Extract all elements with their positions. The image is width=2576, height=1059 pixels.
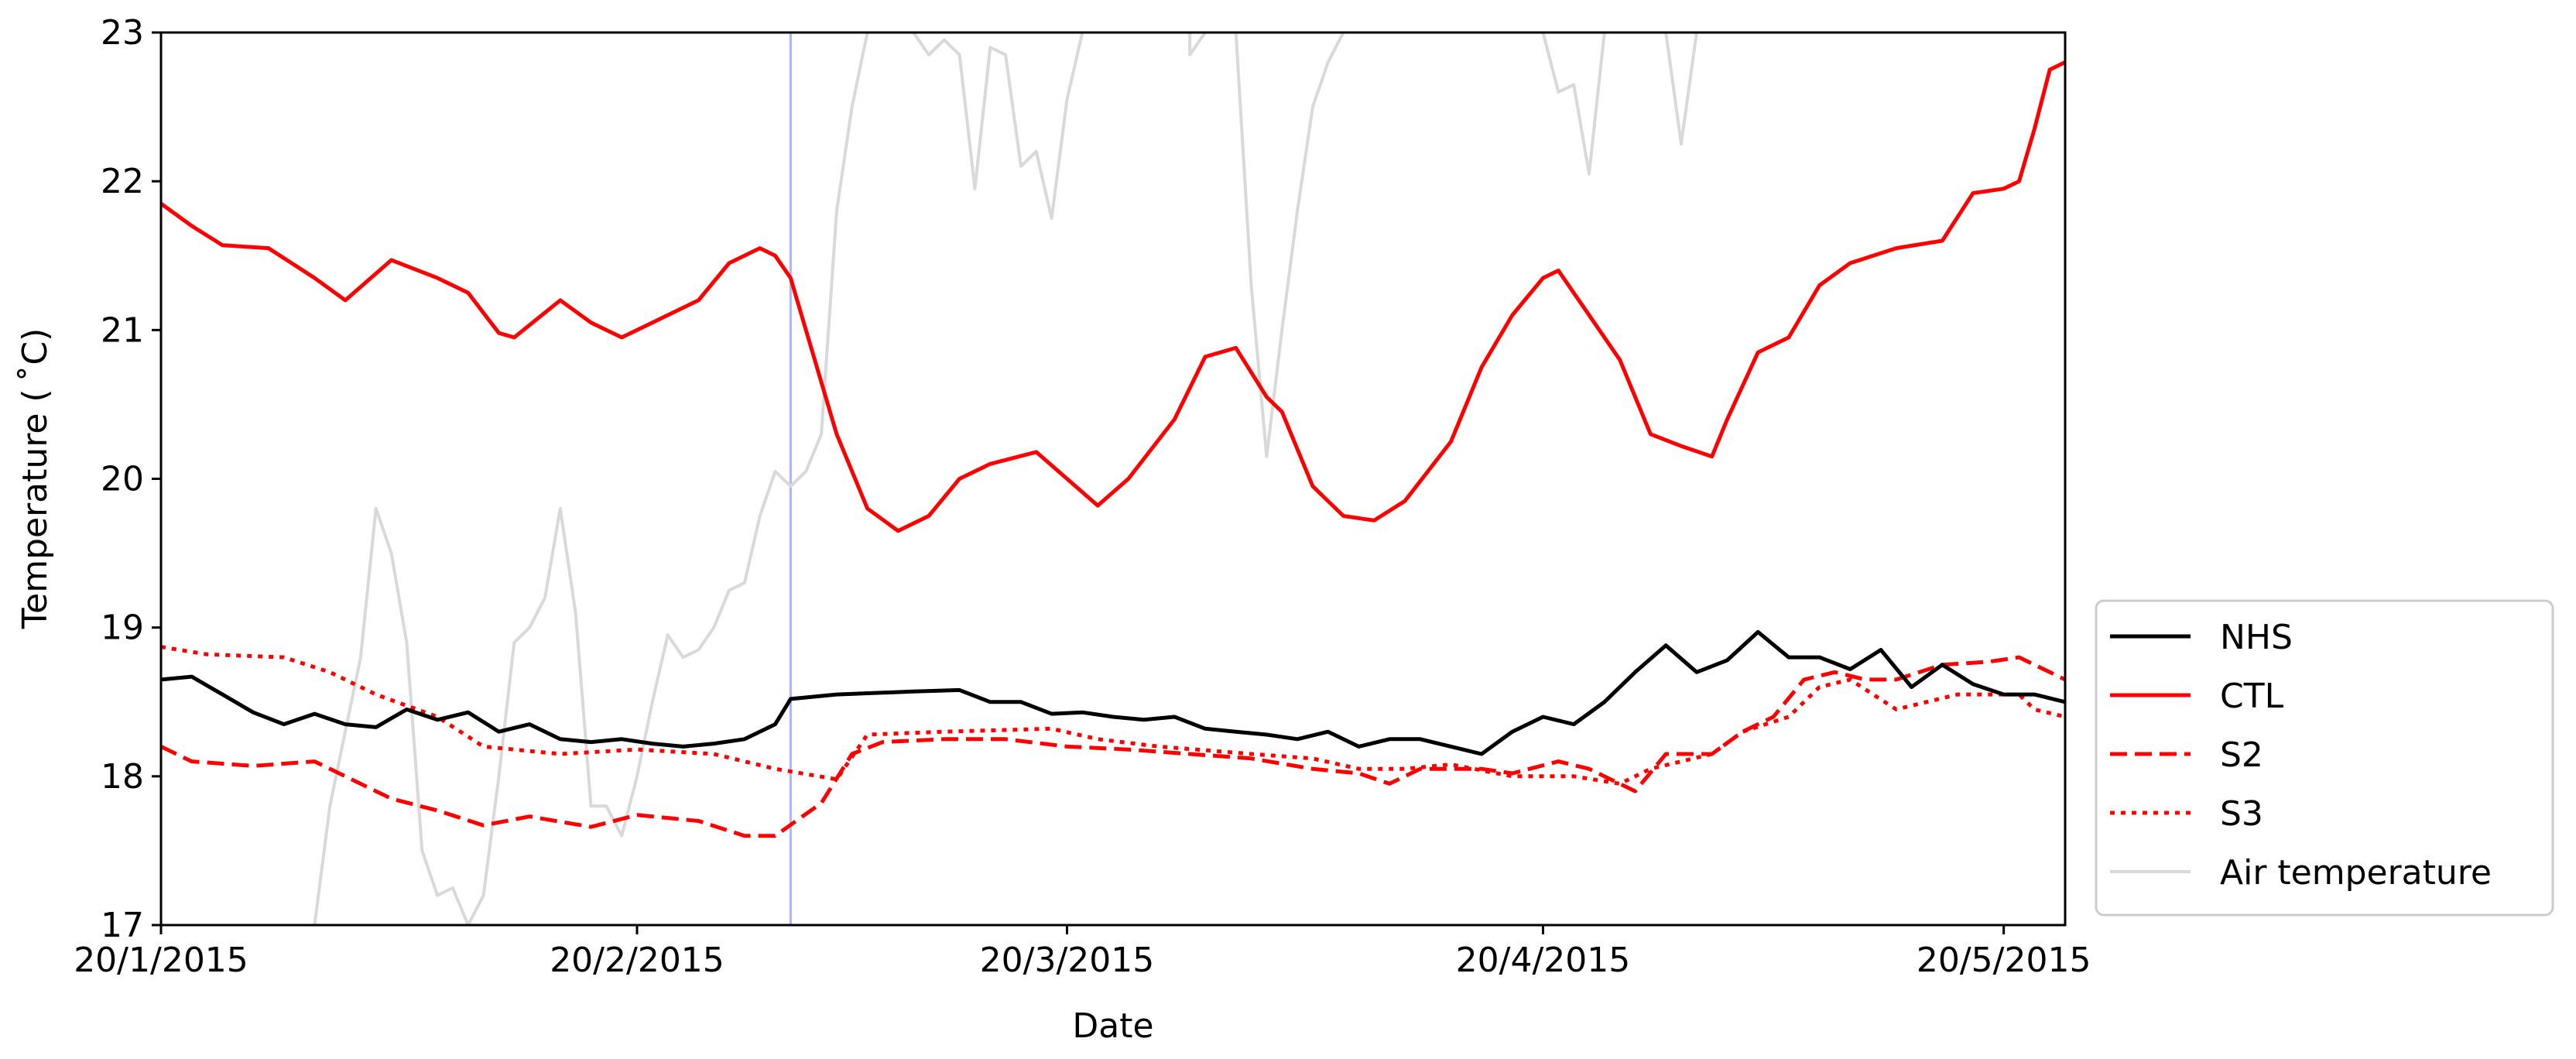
y-tick-label: 19 <box>101 608 144 648</box>
series-line-s2 <box>161 655 2065 838</box>
x-axis: 20/1/2015 20/2/2015 20/3/2015 20/4/2015 20/5… <box>74 925 2091 980</box>
legend-label-s3: S3 <box>2220 794 2263 834</box>
series-line-air-temperature-segment-4 <box>1541 33 1606 176</box>
legend-label-air-temperature: Air temperature <box>2220 853 2492 893</box>
legend-label-nhs: NHS <box>2220 618 2293 657</box>
x-tick-label: 20/4/2015 <box>1456 941 1631 980</box>
y-tick-label: 23 <box>101 13 144 53</box>
legend: NHS CTL S2 S3 Air temperature <box>2095 599 2554 917</box>
series-line-nhs <box>161 629 2065 756</box>
x-tick-label: 20/5/2015 <box>1917 941 2091 980</box>
y-tick-label: 22 <box>101 162 144 201</box>
y-axis: 17 18 19 20 21 22 23 <box>101 13 161 945</box>
y-tick-label: 17 <box>101 906 144 945</box>
series-line-air-temperature-segment-5 <box>1664 33 1698 146</box>
x-tick-label: 20/3/2015 <box>980 941 1155 980</box>
legend-label-s2: S2 <box>2220 735 2263 775</box>
x-tick-label: 20/1/2015 <box>74 941 248 980</box>
y-tick-label: 18 <box>101 757 144 797</box>
series-line-s3 <box>161 645 2065 786</box>
x-tick-label: 20/2/2015 <box>550 941 724 980</box>
series-line-air-temperature-segment-1 <box>912 33 1084 221</box>
series-line-air-temperature <box>313 33 869 925</box>
series-line-air-temperature-segment-3 <box>1234 33 1345 458</box>
y-axis-label: Temperature ( ˚C) <box>15 328 55 630</box>
y-tick-label: 20 <box>101 460 144 499</box>
legend-label-ctl: CTL <box>2220 677 2284 716</box>
y-tick-label: 21 <box>101 310 144 350</box>
x-axis-label: Date <box>1072 1006 1153 1046</box>
series-line-ctl <box>161 60 2065 533</box>
plot-frame <box>159 31 2067 927</box>
legend-box <box>2095 599 2554 917</box>
series-line-air-temperature-segment-2 <box>1188 33 1207 57</box>
series-layer <box>161 33 2065 925</box>
